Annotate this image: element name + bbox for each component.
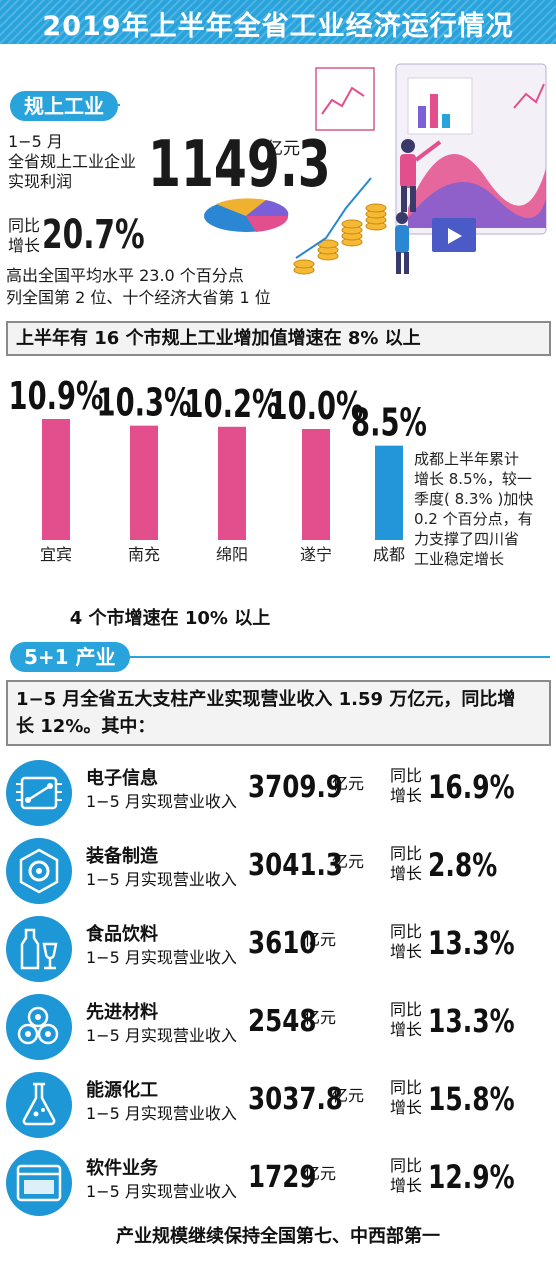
industry-yoy-label-2: 增长: [390, 942, 423, 961]
industry-desc: 1−5 月实现营业收入: [86, 1026, 237, 1045]
industry-yoy-label-2: 增长: [390, 1020, 423, 1039]
business-illustration: [204, 63, 547, 275]
industry-yoy-label-2: 增长: [390, 1176, 423, 1195]
bottle-glass-icon: [6, 916, 72, 982]
industry-unit: 亿元: [304, 1008, 337, 1027]
industry-yoy-label-1: 同比: [390, 844, 423, 863]
industry-desc: 1−5 月实现营业收入: [86, 1104, 237, 1123]
industry-revenue: 3610: [248, 926, 317, 961]
industry-yoy-label-1: 同比: [390, 1156, 423, 1175]
flask-icon: [6, 1072, 72, 1138]
bar-1: [130, 425, 158, 540]
industry-unit: 亿元: [332, 1086, 365, 1105]
industry-name: 软件业务: [86, 1158, 158, 1179]
industry-yoy-value: 12.9%: [428, 1158, 515, 1196]
industry-unit: 亿元: [304, 930, 337, 949]
profit-note-2: 列全国第 2 位、十个经济大省第 1 位: [6, 288, 271, 307]
industry-desc: 1−5 月实现营业收入: [86, 1182, 237, 1201]
industry-desc: 1−5 月实现营业收入: [86, 870, 237, 889]
industry-unit: 亿元: [332, 774, 365, 793]
profit-yoy-value: 20.7%: [42, 212, 145, 258]
section1-label: 规上工业: [10, 91, 118, 121]
industry-name: 电子信息: [86, 768, 158, 789]
chart-annotation-line-3: 0.2 个百分点，有: [414, 510, 533, 528]
industry-yoy-value: 13.3%: [428, 924, 515, 962]
industry-yoy-label-1: 同比: [390, 1078, 423, 1097]
bar-2: [218, 426, 246, 540]
industry-revenue: 3041.3: [248, 848, 343, 883]
bar-value-label-1: 10.3%: [97, 380, 192, 425]
industry-name: 装备制造: [86, 846, 158, 867]
bar-3: [302, 429, 330, 540]
profit-unit: 亿元: [266, 139, 300, 159]
bar-value-label-4: 8.5%: [351, 400, 427, 445]
chart-annotation-line-2: 季度( 8.3% )加快: [414, 490, 533, 508]
city-growth-chart: 10.9%10.3%10.2%10.0%8.5% 宜宾 南充 绵阳 遂宁 成都 成都上半…: [9, 373, 534, 568]
category-label-2: 绵阳: [216, 545, 248, 564]
industry-summary-line-2: 长 12%。其中：: [16, 716, 156, 737]
bar-value-label-3: 10.0%: [269, 383, 364, 428]
industry-yoy-label-1: 同比: [390, 766, 423, 785]
chart-annotation-line-1: 增长 8.5%，较一: [414, 470, 532, 488]
industry-revenue: 3709.9: [248, 770, 343, 805]
category-label-0: 宜宾: [40, 545, 72, 564]
industry-yoy-label-2: 增长: [390, 1098, 423, 1117]
page-title: 2019年上半年全省工业经济运行情况: [42, 11, 514, 42]
industry-name: 能源化工: [86, 1080, 158, 1101]
industry-yoy-value: 16.9%: [428, 768, 515, 806]
profit-subject: 全省规上工业企业: [8, 152, 137, 171]
industry-yoy-label-2: 增长: [390, 786, 423, 805]
chart-annotation-line-0: 成都上半年累计: [414, 450, 519, 468]
profit-verb: 实现利润: [8, 172, 73, 191]
industry-yoy-label-1: 同比: [390, 922, 423, 941]
bar-value-label-2: 10.2%: [185, 381, 280, 426]
profit-note-1: 高出全国平均水平 23.0 个百分点: [6, 266, 244, 285]
industry-summary-line-1: 1−5 月全省五大支柱产业实现营业收入 1.59 万亿元，同比增: [16, 689, 516, 710]
chart-caption: 4 个市增速在 10% 以上: [69, 608, 271, 629]
industry-yoy-label-1: 同比: [390, 1000, 423, 1019]
section2-underline: [10, 656, 550, 658]
industry-yoy-value: 15.8%: [428, 1080, 515, 1118]
header-stripes: [0, 0, 556, 44]
profit-yoy-label-1: 同比: [8, 216, 41, 235]
category-label-4: 成都: [373, 545, 405, 564]
industry-desc: 1−5 月实现营业收入: [86, 948, 237, 967]
growth-summary-box: 上半年有 16 个市规上工业增加值增速在 8% 以上: [6, 321, 551, 356]
industry-unit: 亿元: [332, 852, 365, 871]
industry-desc: 1−5 月实现营业收入: [86, 792, 237, 811]
circuit-board-icon: [6, 760, 72, 826]
industry-revenue: 3037.8: [248, 1082, 343, 1117]
category-label-3: 遂宁: [300, 545, 332, 564]
software-window-icon: [6, 1150, 72, 1216]
profit-yoy-label-2: 增长: [8, 236, 41, 255]
bar-4: [375, 445, 403, 540]
chart-annotation-line-5: 工业稳定增长: [414, 550, 504, 568]
footer-note: 产业规模继续保持全国第七、中西部第一: [116, 1226, 440, 1247]
material-rolls-icon: [6, 994, 72, 1060]
industry-revenue: 1729: [248, 1160, 317, 1195]
category-label-1: 南充: [128, 545, 160, 564]
bar-0: [42, 419, 70, 540]
industry-yoy-value: 2.8%: [428, 846, 498, 884]
header-band: [0, 0, 556, 44]
profit-period: 1−5 月: [8, 132, 63, 151]
industry-yoy-value: 13.3%: [428, 1002, 515, 1040]
gear-icon: [6, 838, 72, 904]
industry-name: 先进材料: [86, 1002, 158, 1023]
industry-name: 食品饮料: [86, 924, 158, 945]
chart-annotation-line-4: 力支撑了四川省: [414, 530, 519, 548]
industry-summary-box: 1−5 月全省五大支柱产业实现营业收入 1.59 万亿元，同比增 长 12%。其…: [6, 680, 551, 746]
bar-value-label-0: 10.9%: [9, 373, 104, 418]
industry-revenue: 2548: [248, 1004, 317, 1039]
profit-value: 1149.3: [148, 128, 331, 202]
section2-label: 5+1 产业: [10, 642, 130, 672]
industry-yoy-label-2: 增长: [390, 864, 423, 883]
industry-unit: 亿元: [304, 1164, 337, 1183]
